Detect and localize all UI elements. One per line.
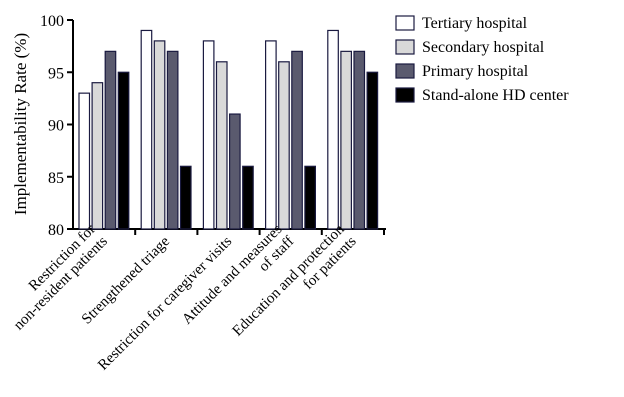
category-labels: Restriction fornon-resident patientsStre…: [11, 221, 360, 373]
legend-label: Primary hospital: [422, 63, 529, 80]
bar-2-4: [278, 61, 290, 230]
bar-3-2: [166, 50, 179, 230]
bar-2-2: [153, 40, 166, 230]
bar-4-1: [117, 71, 130, 230]
bar-3-4: [291, 50, 303, 230]
bar-4-4: [304, 165, 316, 230]
legend-swatch: [395, 87, 415, 103]
y-axis-label: Implementability Rate (%): [11, 33, 30, 215]
y-tick-label: 85: [48, 170, 64, 187]
y-tick-label: 90: [48, 118, 64, 135]
bar-2-1: [91, 82, 104, 230]
legend-label: Tertiary hospital: [422, 15, 528, 32]
bar-3-1: [104, 50, 117, 230]
legend-label: Secondary hospital: [422, 39, 545, 56]
y-tick-label: 80: [48, 222, 64, 239]
bar-1-2: [140, 29, 153, 230]
bar-3-5: [353, 50, 366, 230]
legend-label: Stand-alone HD center: [422, 87, 569, 104]
x-category-label: Education and protectionfor patients: [230, 221, 360, 351]
bar-1-1: [78, 92, 91, 230]
bars: [78, 29, 379, 230]
bar-2-3: [215, 61, 228, 230]
legend-swatch: [395, 39, 415, 55]
y-tick-label: 95: [48, 65, 64, 82]
bar-3-3: [229, 113, 241, 230]
legend-swatch: [395, 63, 415, 79]
bar-1-5: [327, 29, 339, 230]
bar-4-5: [366, 71, 379, 230]
bar-2-5: [340, 50, 352, 230]
legend: Tertiary hospital Secondary hospital Prima…: [395, 15, 569, 104]
bar-1-3: [202, 40, 215, 230]
bar-4-2: [179, 165, 192, 230]
bar-4-3: [242, 165, 254, 230]
y-tick-label: 100: [40, 13, 64, 30]
legend-swatch: [395, 15, 415, 31]
bar-1-4: [265, 40, 277, 230]
